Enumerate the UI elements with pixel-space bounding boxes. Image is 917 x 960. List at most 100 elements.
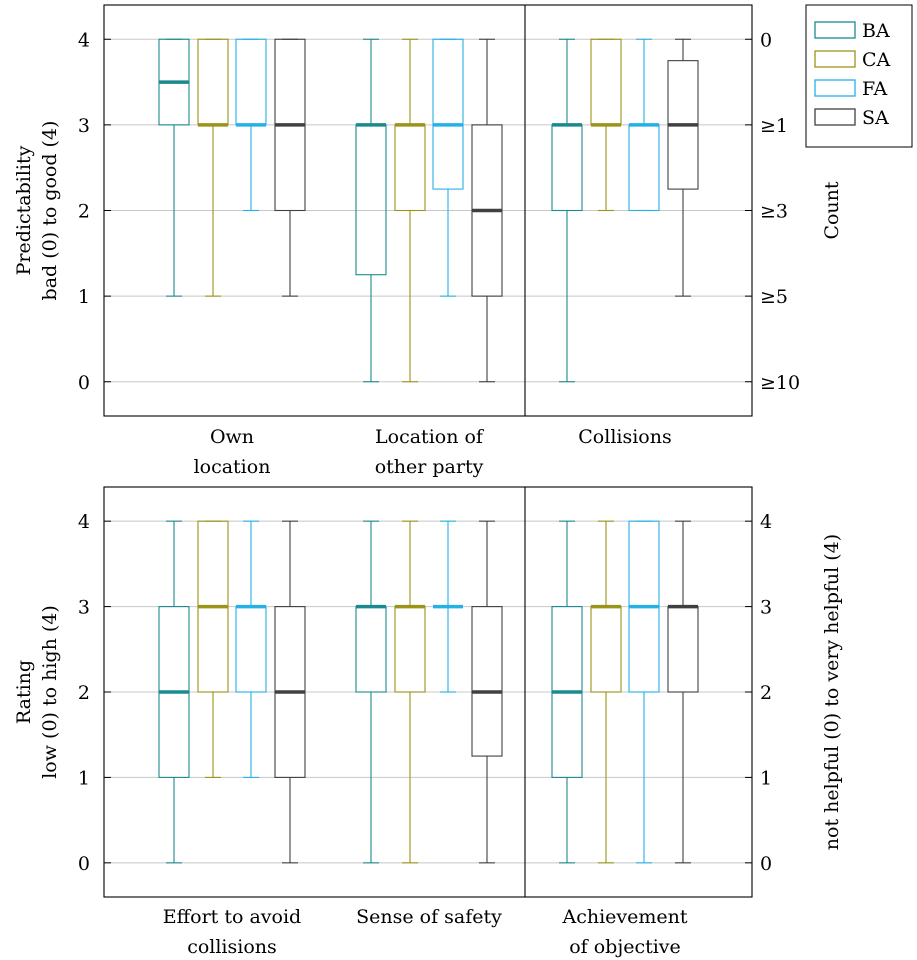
legend-label-sa: SA [862,107,889,129]
legend-item-ca: CA [814,49,891,71]
box-group-own-location [158,38,306,297]
y-tick-label: 1 [78,767,90,789]
box-group-effort-to-avoid-collisions [158,520,306,864]
box-fa [628,520,660,864]
category-label: Location of [375,426,485,448]
box-ba [158,38,190,297]
right-tick-label: ≥5 [760,286,788,308]
category-label: Achievement [561,906,687,928]
y-tick-label: 1 [78,286,90,308]
category-label: other party [375,456,484,478]
box-ba [158,520,190,864]
y-tick-label: 2 [78,682,90,704]
iqr-box [355,124,387,276]
box-ca [590,38,622,212]
y-axis-title-line: Predictability [13,145,35,275]
box-fa [432,38,464,297]
y-axis-title-line: bad (0) to good (4) [39,121,61,301]
box-fa [235,520,267,778]
iqr-box [432,38,464,190]
iqr-box [628,124,660,212]
right-tick-label: ≥3 [760,201,788,223]
category-label: location [194,456,271,478]
legend-item-sa: SA [814,107,889,129]
bottom-box-plot-panel: 0 1 2 3 4 0 1 2 3 4 Rating low (0) to high (4) not h… [13,486,843,958]
right-tick-label: ≥1 [760,115,788,137]
box-group-achievement-of-objective [551,520,699,864]
right-tick-label: 0 [760,853,772,875]
right-tick-label: 2 [760,682,772,704]
legend-swatch-fa [814,79,856,97]
y-axis-title: Rating low (0) to high (4) [13,605,61,779]
box-ba [551,38,583,383]
box-ca [394,38,426,383]
right-axis-title: Count [821,181,843,239]
box-fa [628,38,660,212]
category-label: Sense of safety [356,906,502,928]
category-label: Own [210,426,254,448]
category-label: Effort to avoid [163,906,301,928]
box-ca [197,520,229,778]
box-group-sense-of-safety [355,520,503,864]
box-ba [551,520,583,864]
box-sa [471,520,503,864]
iqr-box [394,606,426,693]
box-fa [235,38,267,212]
box-ca [394,520,426,864]
y-tick-label: 3 [78,597,90,619]
box-sa [274,520,306,864]
iqr-box [235,38,267,126]
legend-swatch-sa [814,108,856,126]
y-axis-title-line: Rating [13,660,35,724]
right-axis-title-line: Count [821,181,843,239]
iqr-box [667,606,699,693]
right-tick-label: 4 [760,511,772,533]
legend-label-ca: CA [862,49,891,71]
right-tick-label: 0 [760,29,772,51]
iqr-box [394,124,426,212]
legend-frame [805,4,913,148]
box-ba [355,38,387,383]
right-tick-label: ≥10 [760,372,800,394]
y-tick-label: 2 [78,201,90,223]
box-ca [197,38,229,297]
legend-item-ba: BA [814,20,890,42]
legend-item-fa: FA [814,78,888,100]
y-tick-label: 0 [78,372,90,394]
box-fa [433,520,463,693]
category-label: collisions [187,936,277,958]
category-label: Collisions [578,426,671,448]
box-group-location-of-other-party [355,38,503,383]
iqr-box [551,124,583,212]
legend-swatch-ca [814,50,856,68]
right-tick-label: 1 [760,767,772,789]
y-axis-title: Predictability bad (0) to good (4) [13,121,61,301]
iqr-box [590,606,622,693]
right-axis-title: not helpful (0) to very helpful (4) [821,534,843,850]
box-group-collisions [551,38,699,383]
legend: BA CA FA SA [805,4,913,148]
right-axis-title-line: not helpful (0) to very helpful (4) [821,534,843,850]
legend-swatch-ba [814,21,856,39]
iqr-box [590,38,622,126]
y-tick-label: 0 [78,853,90,875]
box-sa [274,38,306,297]
y-axis-title-line: low (0) to high (4) [39,605,61,779]
y-tick-label: 4 [78,29,90,51]
y-tick-label: 3 [78,115,90,137]
legend-label-fa: FA [862,78,888,100]
iqr-box [235,606,267,693]
box-ca [590,520,622,864]
iqr-box [471,606,503,757]
iqr-box [355,606,387,693]
legend-label-ba: BA [862,20,890,42]
box-sa [667,38,699,297]
right-tick-label: 3 [760,597,772,619]
category-label: of objective [569,936,681,958]
box-sa [471,38,503,383]
y-tick-label: 4 [78,511,90,533]
box-sa [667,520,699,864]
box-ba [355,520,387,864]
